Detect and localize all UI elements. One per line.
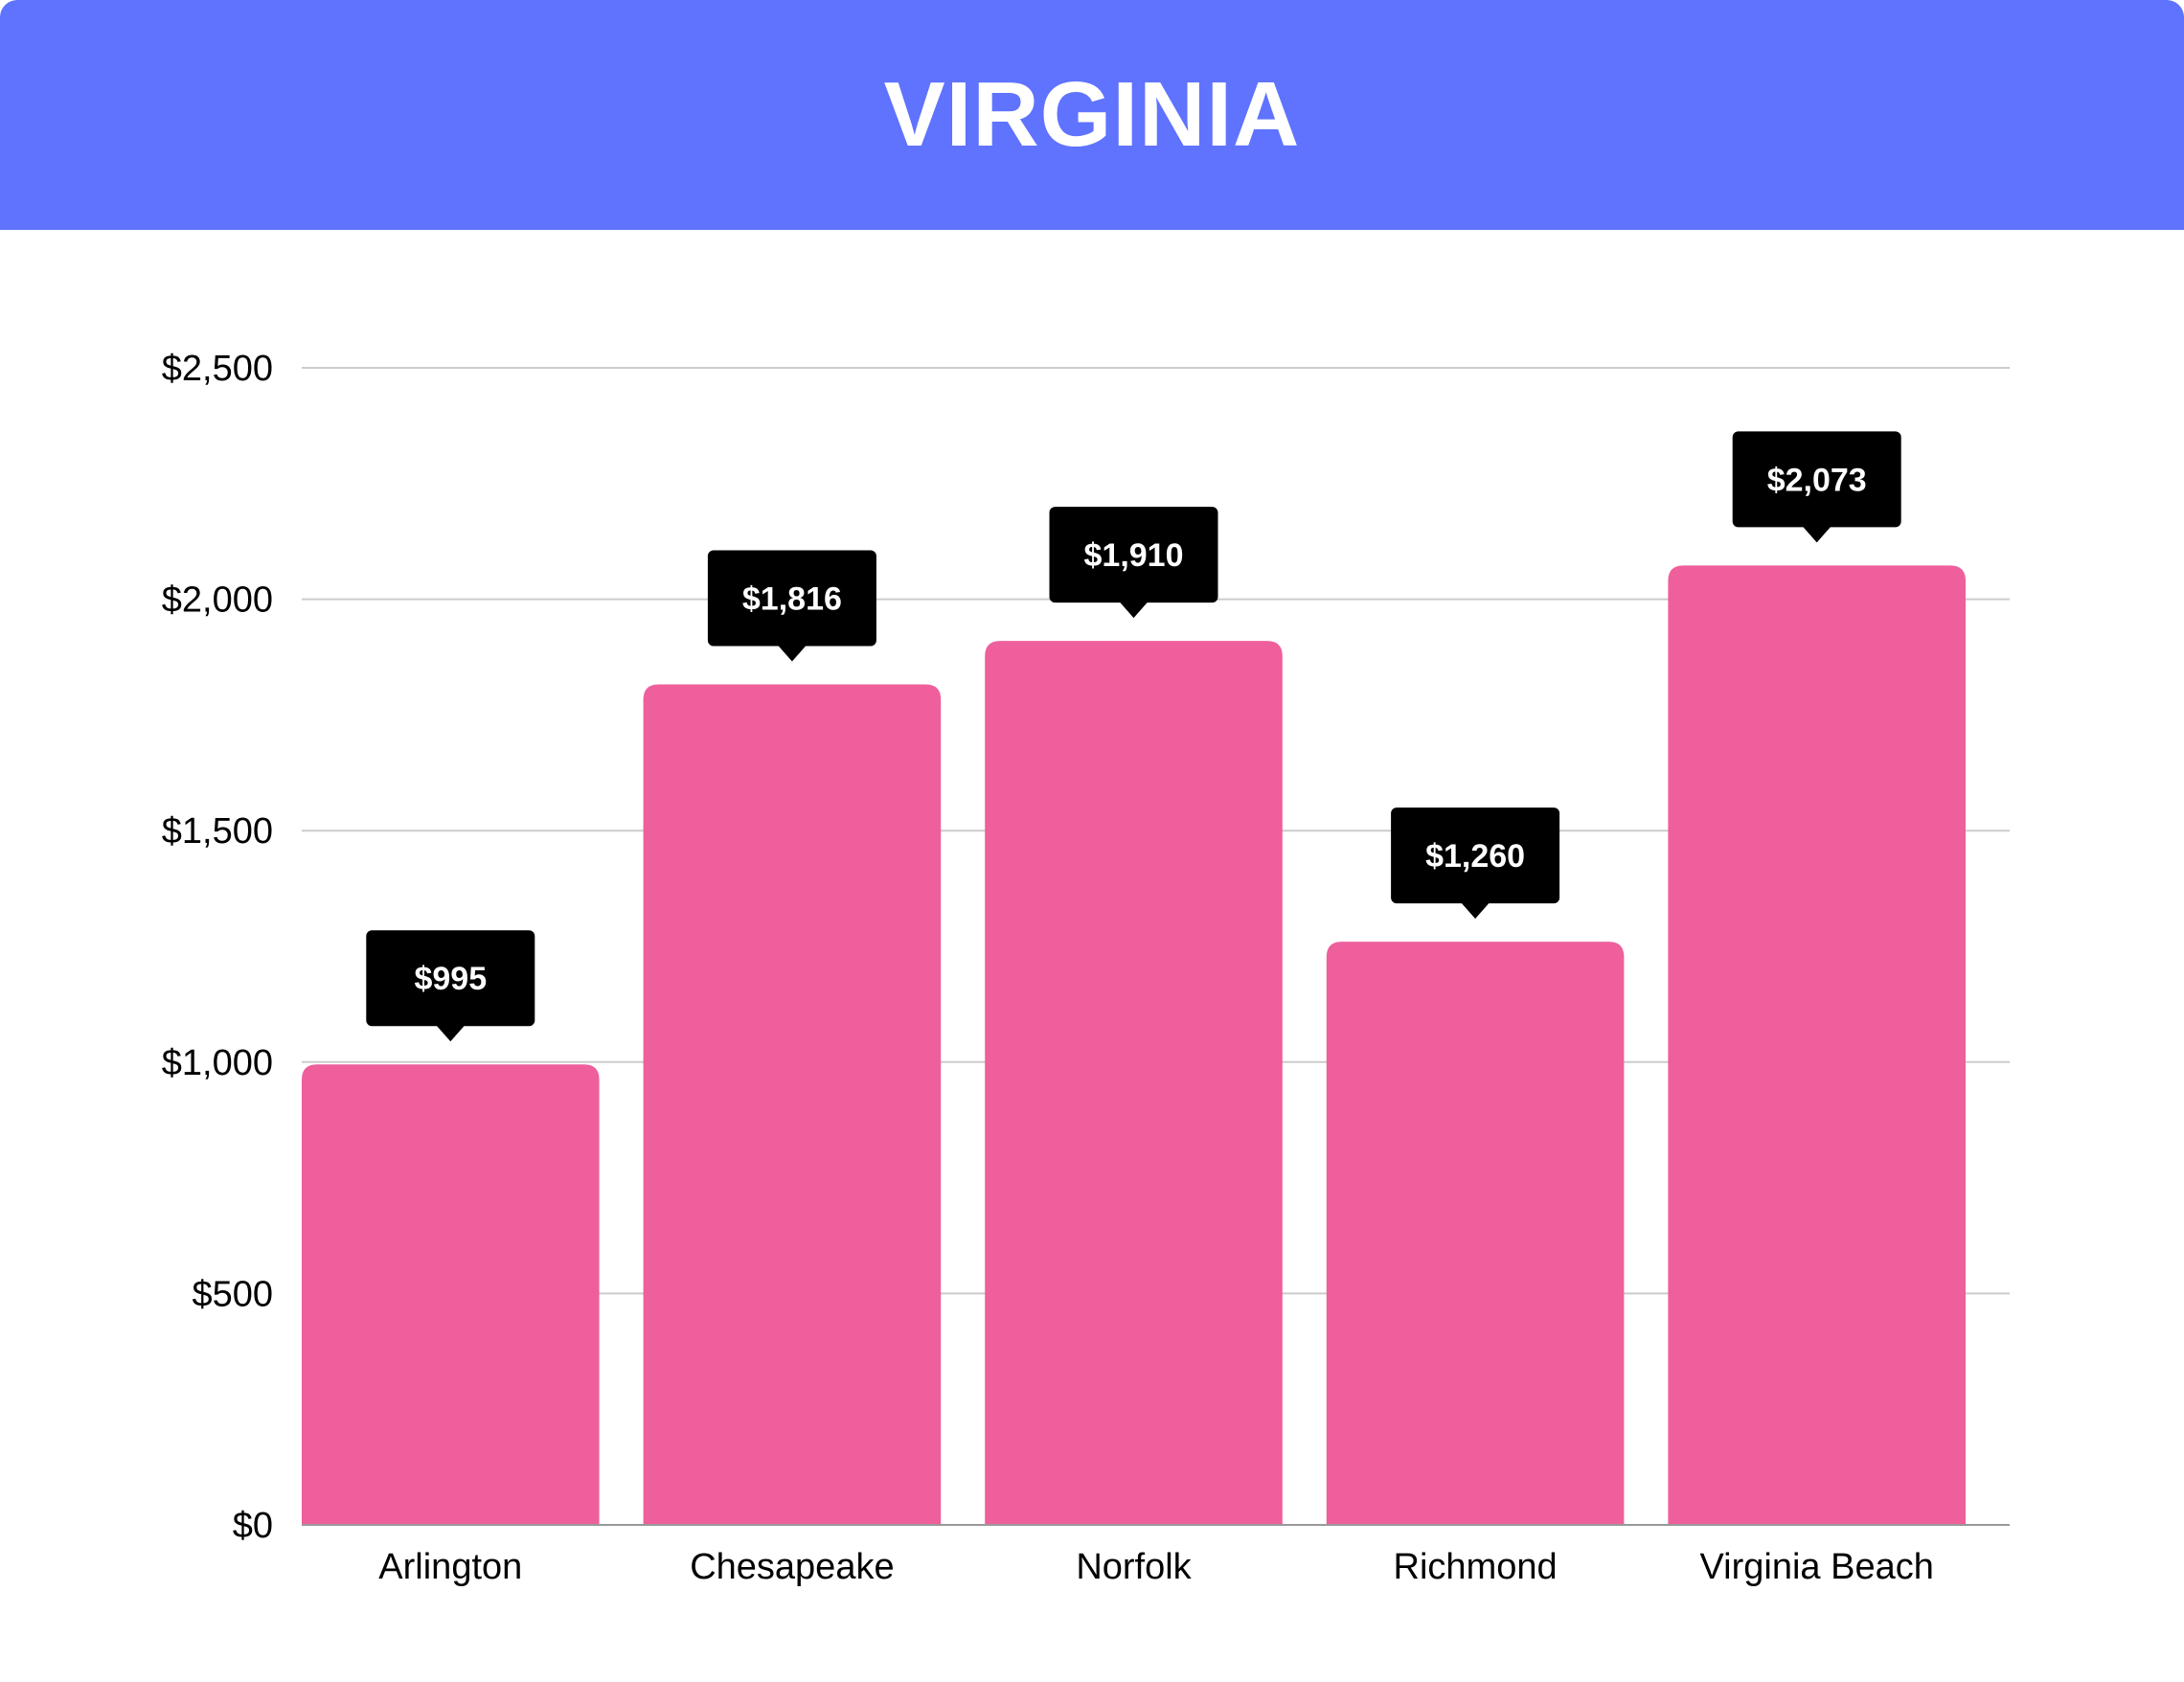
- data-label-pointer: [1802, 526, 1831, 543]
- bar-richmond: [1326, 942, 1625, 1525]
- data-label-box: [1391, 807, 1560, 904]
- x-category-label: Virginia Beach: [1700, 1547, 1934, 1587]
- x-category-label: Richmond: [1394, 1547, 1558, 1587]
- axes: $0 $500 $1,000 $1,500 $2,000 $2,500 Arlington C…: [162, 349, 2010, 1587]
- x-category-label: Chesapeake: [690, 1547, 894, 1587]
- data-label-text: $995: [414, 961, 487, 997]
- bar-chesapeake: [643, 684, 942, 1525]
- data-label-pointer: [1119, 602, 1149, 619]
- y-tick-label: $2,500: [162, 349, 273, 389]
- data-label: $2,073: [1732, 431, 1901, 543]
- data-label: $1,816: [707, 550, 876, 662]
- page-title: VIRGINIA: [883, 63, 1301, 166]
- bar-arlington: [302, 1064, 600, 1525]
- data-label: $1,260: [1391, 807, 1560, 920]
- x-category-label: Arlington: [378, 1547, 522, 1587]
- data-label-text: $1,816: [742, 581, 842, 618]
- data-label-text: $1,910: [1084, 537, 1184, 574]
- y-tick-label: $0: [233, 1506, 273, 1546]
- bars: [302, 565, 1966, 1525]
- data-label-pointer: [777, 645, 807, 662]
- header-banner: VIRGINIA: [0, 0, 2184, 230]
- y-tick-label: $1,000: [162, 1043, 273, 1083]
- data-label: $995: [366, 930, 535, 1042]
- y-tick-label: $1,500: [162, 811, 273, 852]
- data-label-box: [366, 930, 535, 1027]
- data-label-text: $1,260: [1425, 838, 1525, 875]
- data-label-box: [707, 550, 876, 647]
- bar-virginia-beach: [1668, 565, 1966, 1525]
- data-label-box: [1049, 507, 1218, 603]
- data-label-pointer: [436, 1025, 466, 1042]
- data-label: $1,910: [1049, 507, 1218, 619]
- data-label-pointer: [1461, 902, 1490, 920]
- y-tick-label: $500: [192, 1274, 273, 1314]
- data-labels: $995 $1,816 $1,910 $1,260 $2,073: [366, 431, 1901, 1042]
- y-tick-label: $2,000: [162, 580, 273, 621]
- data-label-box: [1732, 431, 1901, 528]
- bar-norfolk: [985, 641, 1283, 1525]
- x-category-label: Norfolk: [1076, 1547, 1192, 1587]
- data-label-text: $2,073: [1767, 462, 1867, 498]
